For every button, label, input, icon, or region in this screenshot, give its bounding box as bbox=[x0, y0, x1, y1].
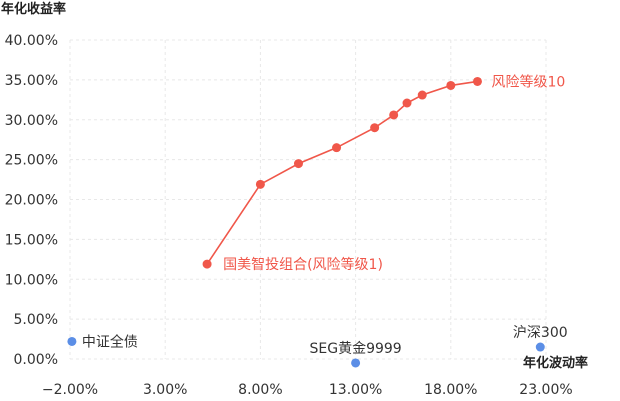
benchmark-label: 中证全债 bbox=[82, 333, 138, 350]
y-tick-label: 35.00% bbox=[5, 73, 58, 89]
y-tick-label: 20.00% bbox=[5, 193, 58, 209]
series-point bbox=[472, 76, 482, 86]
series-point bbox=[370, 123, 380, 133]
benchmark-point bbox=[351, 358, 361, 368]
x-tick-label: 18.00% bbox=[424, 382, 477, 398]
x-tick-label: 13.00% bbox=[329, 382, 382, 398]
series-point bbox=[389, 110, 399, 120]
y-tick-label: 40.00% bbox=[5, 33, 58, 49]
x-tick-label: 8.00% bbox=[238, 382, 282, 398]
series-layer: 国美智投组合(风险等级1) 风险等级10 bbox=[202, 73, 565, 273]
y-tick-label: 5.00% bbox=[14, 312, 58, 328]
y-tick-label: 30.00% bbox=[5, 113, 58, 129]
benchmark-label: 沪深300 bbox=[513, 325, 568, 341]
y-tick-label: 10.00% bbox=[5, 272, 58, 288]
series-line bbox=[206, 80, 478, 265]
series-point bbox=[402, 98, 412, 108]
benchmark-point bbox=[67, 336, 77, 346]
x-tick-label: 3.00% bbox=[143, 382, 187, 398]
series-point bbox=[417, 90, 427, 100]
grid-layer bbox=[69, 39, 547, 360]
x-axis-title: 年化波动率 bbox=[523, 355, 588, 371]
series-end-label: 风险等级10 bbox=[491, 73, 565, 90]
axis-layer: 0.00% 5.00% 10.00% 15.00% 20.00% 25.00% 30.00%… bbox=[5, 33, 573, 398]
benchmark-point bbox=[535, 342, 545, 352]
series-point bbox=[446, 80, 456, 90]
series-point bbox=[332, 143, 342, 153]
y-axis-title: 年化收益率 bbox=[1, 1, 66, 17]
y-tick-label: 25.00% bbox=[5, 153, 58, 169]
y-tick-label: 15.00% bbox=[5, 232, 58, 248]
series-point bbox=[293, 159, 303, 169]
benchmark-layer: 中证全债 SEG黄金9999 沪深300 bbox=[67, 325, 568, 368]
series-start-label: 国美智投组合(风险等级1) bbox=[223, 256, 383, 273]
series-point bbox=[202, 259, 212, 269]
x-tick-label: 23.00% bbox=[519, 382, 572, 398]
benchmark-label: SEG黄金9999 bbox=[309, 340, 401, 357]
series-point bbox=[255, 179, 265, 189]
y-tick-label: 0.00% bbox=[14, 352, 58, 368]
x-tick-label: −2.00% bbox=[42, 382, 98, 398]
